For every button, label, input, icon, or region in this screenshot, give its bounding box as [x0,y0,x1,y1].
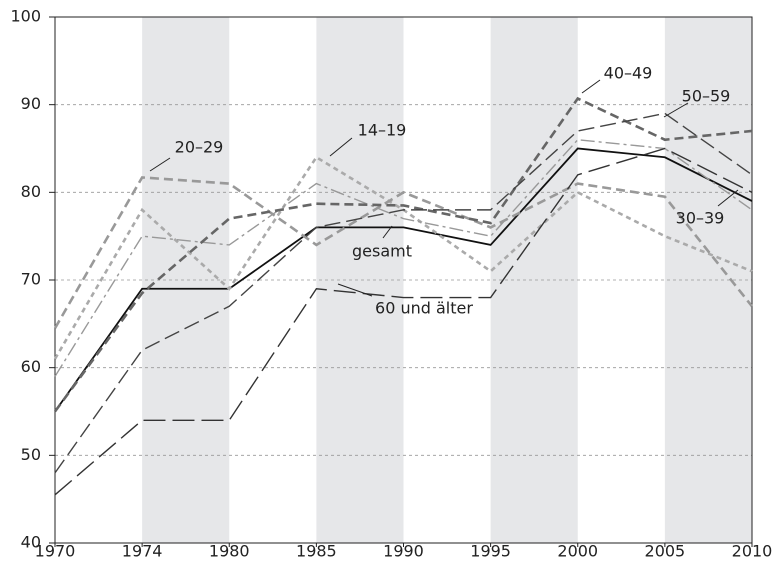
x-tick-label: 1980 [209,542,250,560]
label-leader [337,283,373,297]
y-tick-label: 60 [21,357,41,376]
series-label: 20–29 [175,138,224,157]
series-label: 60 und älter [375,299,473,318]
x-tick-label: 1990 [383,542,424,560]
shaded-band [316,17,404,543]
series-line [53,96,753,413]
y-tick-label: 40 [21,533,41,552]
shaded-band [142,17,230,543]
y-tick-label: 50 [21,445,41,464]
x-tick-label: 1970 [35,542,76,560]
label-leader [149,157,171,172]
series-label: 40–49 [604,64,653,83]
series-line [54,147,753,413]
x-tick-label: 2010 [732,542,773,560]
x-tick-label: 1985 [296,542,337,560]
series-label: 30–39 [676,209,725,228]
label-leader [382,225,393,239]
x-tick-label: 2005 [645,542,686,560]
x-tick-label: 1974 [122,542,163,560]
plot-frame [54,16,753,544]
series-label: 14–19 [358,121,407,140]
series-line [54,147,753,496]
series-label: gesamt [352,242,412,261]
series-line [53,176,754,329]
label-leader [329,137,353,157]
y-tick-label: 100 [10,7,41,26]
label-leader [663,102,689,118]
x-tick-label: 1995 [470,542,511,560]
y-tick-label: 70 [21,270,41,289]
series-line [54,139,753,377]
x-tick-label: 2000 [557,542,598,560]
series-line [54,112,753,474]
y-tick-label: 90 [21,94,41,113]
series-label: 50–59 [682,87,731,106]
label-leader [717,189,739,207]
y-tick-label: 80 [21,182,41,201]
label-leader [581,79,601,94]
